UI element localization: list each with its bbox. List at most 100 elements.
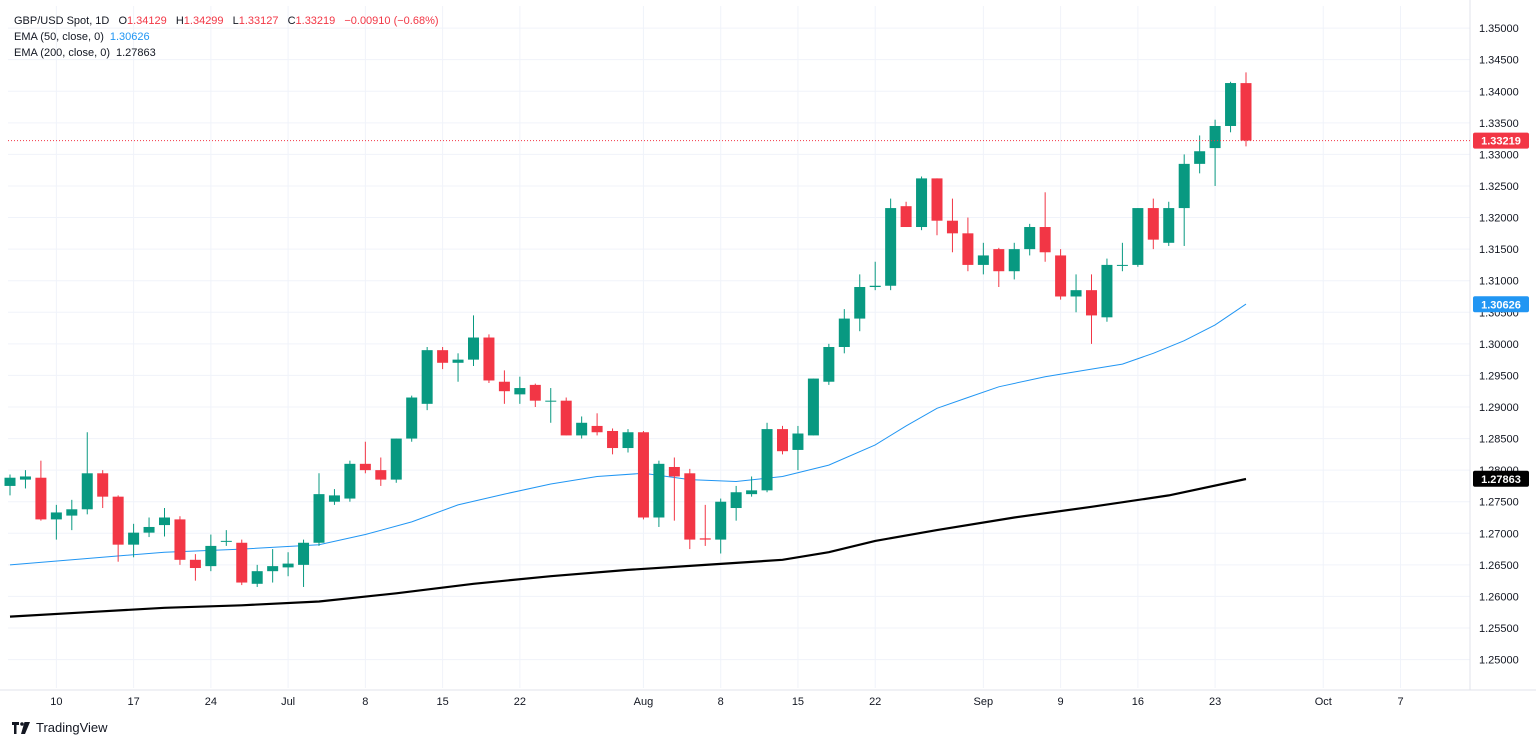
candle-body-up bbox=[823, 347, 835, 382]
y-tick-label: 1.26000 bbox=[1479, 591, 1519, 603]
ema200-price-tag-bg bbox=[1473, 470, 1529, 487]
candle-body-down bbox=[359, 463, 371, 471]
x-tick-label: Aug bbox=[634, 696, 654, 708]
y-tick-label: 1.31000 bbox=[1479, 276, 1519, 288]
candle-body-up bbox=[205, 545, 217, 567]
candle-body-up bbox=[267, 566, 279, 572]
candle-body-up bbox=[251, 571, 263, 584]
candle-body-down bbox=[529, 384, 541, 401]
legend-ema200-row[interactable]: EMA (200, close, 0) 1.27863 bbox=[14, 45, 439, 61]
candle-body-up bbox=[468, 337, 479, 360]
legend-close: 1.33219 bbox=[295, 15, 336, 27]
candle-body-down bbox=[483, 337, 495, 381]
candle-body-up bbox=[128, 532, 140, 545]
candle-body-down bbox=[97, 473, 109, 497]
candle-body-up bbox=[50, 512, 62, 520]
x-tick-label: 22 bbox=[869, 696, 881, 708]
candle-body-up bbox=[1024, 227, 1036, 250]
candle-body-up bbox=[1116, 264, 1128, 266]
candle-body-up bbox=[1070, 290, 1082, 297]
y-tick-label: 1.35000 bbox=[1479, 23, 1519, 35]
y-tick-label: 1.27500 bbox=[1479, 497, 1519, 509]
candle-body-down bbox=[777, 429, 788, 452]
candle-body-down bbox=[1039, 227, 1051, 253]
candle-body-up bbox=[1194, 151, 1206, 164]
candle-body-up bbox=[916, 178, 928, 228]
candle-body-up bbox=[4, 477, 16, 486]
candle-body-up bbox=[885, 208, 897, 286]
legend-low-label: L bbox=[232, 15, 239, 27]
candle-body-up bbox=[452, 359, 464, 363]
candle-body-up bbox=[653, 463, 665, 518]
candle-body-up bbox=[514, 388, 526, 395]
y-tick-label: 1.33500 bbox=[1479, 118, 1519, 130]
y-tick-label: 1.33000 bbox=[1479, 149, 1519, 161]
x-tick-label: 15 bbox=[792, 696, 804, 708]
candle-body-up bbox=[838, 318, 850, 347]
ema50-price-tag: 1.30626 bbox=[1481, 299, 1521, 311]
x-tick-label: Sep bbox=[974, 696, 994, 708]
candle-body-up bbox=[746, 490, 758, 495]
candle-body-up bbox=[1132, 208, 1144, 265]
legend-symbol[interactable]: GBP/USD Spot, 1D bbox=[14, 15, 110, 27]
last-price-tag-bg bbox=[1473, 132, 1529, 149]
candle-body-down bbox=[591, 425, 603, 433]
candle-body-up bbox=[421, 350, 433, 404]
candle-body-up bbox=[282, 563, 294, 568]
x-tick-label: 10 bbox=[50, 696, 62, 708]
y-tick-label: 1.26500 bbox=[1479, 560, 1519, 572]
y-tick-label: 1.29000 bbox=[1479, 402, 1519, 414]
candle-body-up bbox=[1163, 208, 1175, 243]
candle-body-down bbox=[1240, 83, 1252, 141]
candle-body-down bbox=[437, 350, 449, 363]
candle-body-up bbox=[854, 287, 866, 319]
candle-body-up bbox=[792, 433, 804, 450]
x-tick-label: 8 bbox=[362, 696, 368, 708]
x-tick-label: 24 bbox=[205, 696, 217, 708]
legend-ohlc-row: GBP/USD Spot, 1D O1.34129 H1.34299 L1.33… bbox=[14, 13, 439, 29]
candle-body-down bbox=[668, 466, 680, 477]
candle-body-down bbox=[35, 477, 47, 520]
candle-body-up bbox=[344, 463, 356, 499]
x-tick-label: 7 bbox=[1397, 696, 1403, 708]
candle-body-down bbox=[699, 538, 711, 540]
candle-body-up bbox=[1225, 83, 1237, 126]
price-axis-panel bbox=[1470, 0, 1536, 744]
legend-ema50-row[interactable]: EMA (50, close, 0) 1.30626 bbox=[14, 29, 439, 45]
candle-body-up bbox=[19, 476, 31, 480]
candle-body-up bbox=[807, 378, 819, 436]
legend-low: 1.33127 bbox=[238, 15, 279, 27]
candle-body-up bbox=[545, 400, 557, 402]
candle-body-down bbox=[189, 559, 201, 569]
candle-body-up bbox=[313, 494, 325, 543]
candle-body-down bbox=[946, 220, 958, 234]
candle-body-down bbox=[560, 400, 572, 436]
chart-legend: GBP/USD Spot, 1D O1.34129 H1.34299 L1.33… bbox=[14, 13, 439, 61]
legend-open: 1.34129 bbox=[127, 15, 167, 27]
y-tick-label: 1.34000 bbox=[1479, 86, 1519, 98]
candle-body-down bbox=[900, 206, 912, 228]
legend-open-label: O bbox=[118, 15, 127, 27]
candle-body-up bbox=[143, 526, 155, 533]
candle-body-up bbox=[730, 492, 742, 509]
candle-body-down bbox=[1147, 208, 1159, 240]
candle-body-up bbox=[1008, 249, 1020, 272]
y-tick-label: 1.30000 bbox=[1479, 339, 1519, 351]
x-tick-label: 8 bbox=[718, 696, 724, 708]
candle-body-up bbox=[869, 285, 881, 288]
last-price-tag: 1.33219 bbox=[1481, 136, 1521, 148]
candle-body-up bbox=[1178, 163, 1190, 209]
candle-body-up bbox=[81, 473, 93, 510]
x-tick-label: 22 bbox=[514, 696, 526, 708]
y-tick-label: 1.25500 bbox=[1479, 623, 1519, 635]
candle-body-down bbox=[962, 233, 974, 265]
y-tick-label: 1.28500 bbox=[1479, 434, 1519, 446]
brand-name: TradingView bbox=[36, 720, 108, 735]
tradingview-brand[interactable]: TradingView bbox=[12, 720, 108, 735]
candle-body-down bbox=[607, 430, 619, 449]
candle-body-up bbox=[66, 509, 78, 516]
candle-body-down bbox=[637, 432, 649, 518]
x-tick-label: 9 bbox=[1058, 696, 1064, 708]
